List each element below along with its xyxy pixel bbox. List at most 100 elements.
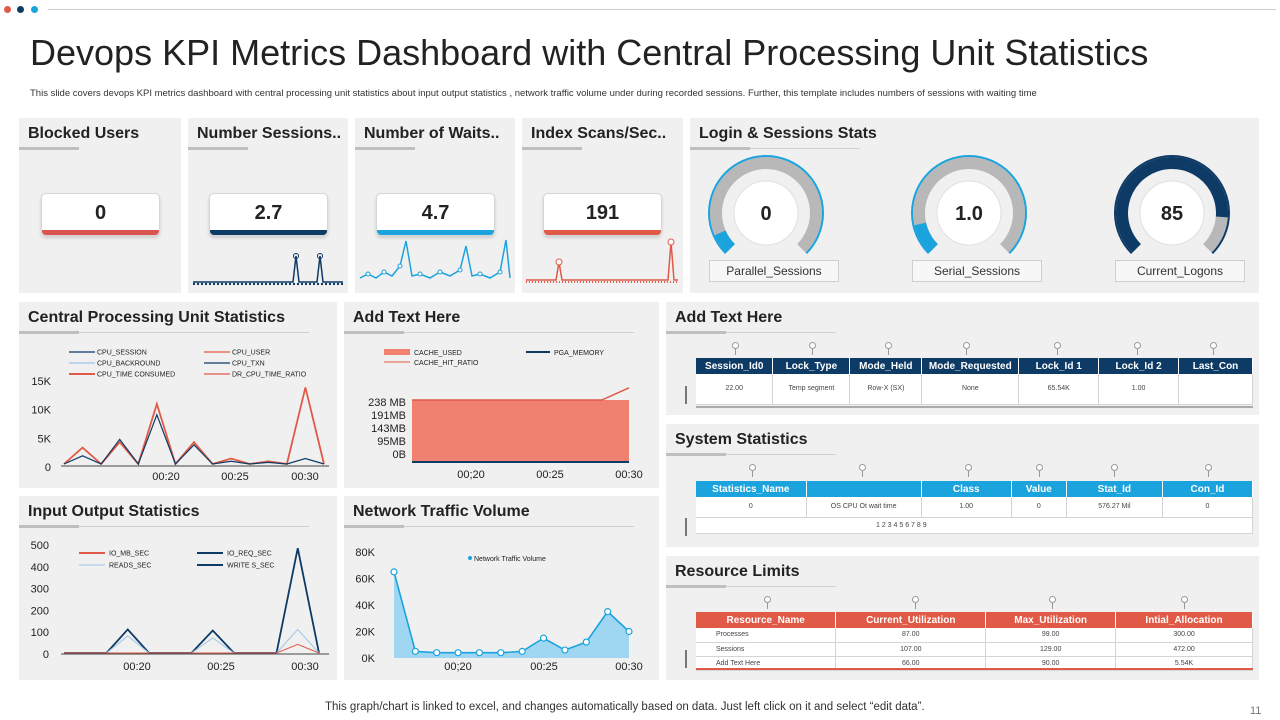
kpi-number-sessions: Number Sessions.. 2.7	[188, 118, 348, 293]
kpi-value: 4.7	[376, 193, 495, 236]
table-cell: 576.27 Mil	[1066, 497, 1163, 518]
x-tick-label: 00:25	[536, 469, 564, 481]
series-line	[63, 387, 325, 466]
title-underline	[690, 147, 750, 150]
pin-icon	[809, 342, 816, 349]
gauge-fill	[714, 230, 736, 253]
legend-label: IO_REQ_SEC	[227, 551, 272, 558]
y-tick-label: 95MB	[377, 436, 406, 448]
gauge-2: 1.0	[911, 155, 1027, 255]
gauge-value: 85	[1161, 203, 1183, 225]
traffic-point	[475, 649, 484, 657]
kpi-sparkline	[193, 253, 343, 285]
page-number: 11	[1250, 705, 1262, 717]
legend-label: CPU_TIME CONSUMED	[97, 372, 175, 379]
legend-label: CPU_USER	[232, 350, 270, 357]
kpi-value: 0	[41, 193, 160, 236]
table-header-cell: Value	[1011, 481, 1067, 497]
pin-icon	[1049, 596, 1056, 603]
gauge-center	[733, 180, 799, 246]
kpi-title: Index Scans/Sec..	[531, 125, 667, 142]
table-left-edge	[685, 386, 687, 404]
table-cell: Row-X (SX)	[849, 374, 923, 405]
y-tick-label: 400	[31, 562, 49, 574]
table-header-cell: Mode_Held	[849, 358, 923, 374]
panel-title: Input Output Statistics	[28, 503, 200, 520]
title-underline	[355, 147, 415, 150]
pin-icon	[749, 464, 756, 471]
kpi-sparkline	[359, 239, 511, 279]
resource-limits-panel: Resource Limits Resource_Name Current_Uti…	[666, 556, 1259, 680]
pin-stem	[1208, 471, 1209, 477]
legend-label: CPU_SESSION	[97, 350, 147, 357]
y-tick-label: 143MB	[371, 423, 406, 435]
title-rule	[79, 526, 309, 527]
table-cell: 65.54K	[1018, 374, 1100, 405]
resource-limits-table: Resource_Name Current_Utilization Max_Util…	[696, 612, 1253, 671]
pin-stem	[862, 471, 863, 477]
gauge-track	[710, 157, 822, 253]
traffic-point	[433, 649, 441, 657]
pin-stem	[1213, 349, 1214, 355]
pin-icon	[885, 342, 892, 349]
legend-label: Network Traffic Volume	[474, 556, 546, 563]
title-rule	[750, 148, 860, 149]
title-rule	[79, 332, 309, 333]
y-tick-label: 20K	[355, 627, 375, 639]
cache-used-area	[412, 400, 629, 462]
gauge-3: 85	[1114, 155, 1230, 255]
y-tick-label: 200	[31, 605, 49, 617]
x-tick-label: 00:25	[221, 471, 249, 483]
kpi-sparkline	[526, 238, 678, 283]
table-header-row: Statistics_Name Class Value Stat_Id Con_Id	[696, 481, 1254, 497]
memory-panel: Add Text Here CACHE_USED PGA_MEMORY CACHE_…	[344, 302, 659, 488]
traffic-point	[625, 627, 633, 636]
table-cell: 300.00	[1115, 628, 1253, 643]
table-header-cell: Lock_Id 1	[1018, 358, 1100, 374]
table-row: 0 OS CPU Ot wait time 1.00 0 576.27 Mil 0	[696, 497, 1254, 518]
table-bottom-edge	[696, 668, 1253, 670]
y-tick-label: 0	[43, 649, 49, 661]
table-cell: Processes	[696, 628, 837, 643]
table-cell: None	[921, 374, 1020, 405]
cpu-stats-panel: Central Processing Unit Statistics CPU_S…	[19, 302, 337, 488]
pin-stem	[1052, 603, 1053, 609]
y-tick-label: 238 MB	[368, 397, 406, 409]
legend-label: CACHE_USED	[414, 350, 462, 357]
x-tick-label: 00;20	[457, 469, 485, 481]
gauge-track	[913, 157, 1025, 253]
table-header-cell: Last_Con	[1178, 358, 1253, 374]
series-line	[64, 547, 320, 654]
table-header-cell: Current_Utilization	[835, 612, 987, 628]
title-underline	[19, 331, 79, 334]
pin-stem	[812, 349, 813, 355]
login-sessions-panel: Login & Sessions Stats 0 Parallel_Session…	[690, 118, 1259, 293]
pin-stem	[1114, 471, 1115, 477]
kpi-value-text: 2.7	[254, 202, 283, 224]
footer-note: This graph/chart is linked to excel, and…	[325, 701, 925, 713]
kpi-value-text: 4.7	[421, 202, 450, 224]
table-cell: 0	[1162, 497, 1254, 518]
panel-title: Central Processing Unit Statistics	[28, 309, 285, 326]
x-tick-label: 00:25	[207, 661, 235, 673]
traffic-point	[539, 634, 548, 642]
y-tick-label: 0B	[393, 449, 406, 461]
gauge-label: Parallel_Sessions	[709, 260, 839, 282]
traffic-point	[561, 646, 569, 654]
dot-blue-icon	[31, 6, 38, 13]
title-underline	[666, 453, 726, 456]
table-header-cell: Max_Utilization	[985, 612, 1117, 628]
pin-icon	[1111, 464, 1118, 471]
panel-title: Resource Limits	[675, 563, 800, 580]
cache-hit-line	[412, 387, 630, 401]
table-cell: 1.00	[921, 497, 1012, 518]
table-header-cell: Resource_Name	[696, 612, 837, 628]
legend-label: CACHE_HIT_RATIO	[414, 360, 479, 367]
title-underline	[344, 525, 404, 528]
network-chart: Network Traffic Volume 80K 60K 40K 20K 0K 00;2…	[355, 547, 642, 673]
series-line	[63, 413, 325, 466]
legend-label: READS_SEC	[109, 563, 151, 570]
traffic-point	[604, 608, 612, 616]
title-underline	[666, 331, 726, 334]
table-cell	[1178, 374, 1253, 405]
